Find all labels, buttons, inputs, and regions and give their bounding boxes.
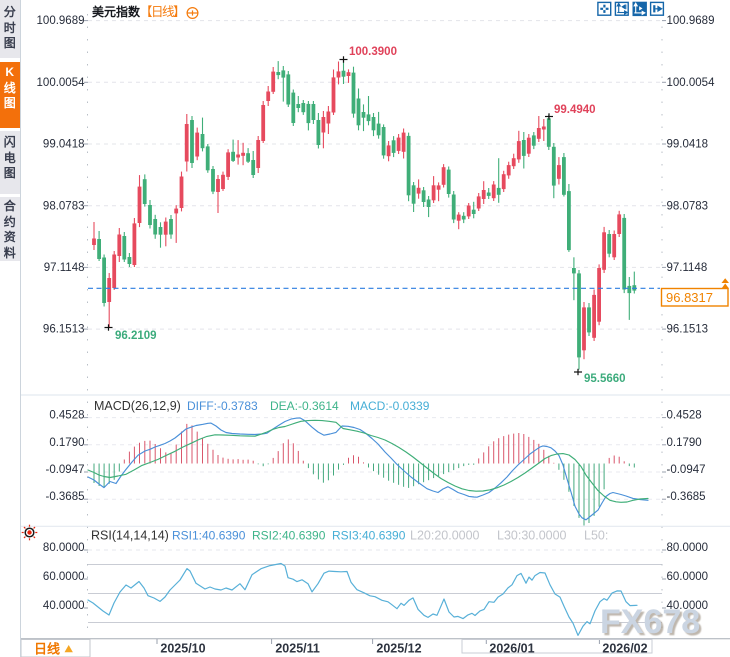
svg-text:80.0000: 80.0000 [43, 542, 85, 554]
svg-text:2026/02: 2026/02 [602, 642, 647, 656]
svg-text:-0.3685: -0.3685 [45, 491, 84, 503]
svg-text:100.9689: 100.9689 [37, 15, 85, 27]
svg-text:2026/01: 2026/01 [489, 642, 534, 656]
svg-text:美元指数: 美元指数 [92, 4, 141, 19]
svg-text:0.1790: 0.1790 [49, 437, 84, 449]
svg-text:【日线】: 【日线】 [140, 5, 184, 19]
svg-text:-0.0947: -0.0947 [667, 464, 706, 476]
svg-text:98.0783: 98.0783 [43, 200, 85, 212]
svg-text:60.0000: 60.0000 [43, 571, 85, 583]
svg-text:100.0054: 100.0054 [667, 77, 716, 89]
svg-text:95.5660: 95.5660 [584, 373, 626, 385]
svg-text:40.0000: 40.0000 [43, 600, 85, 612]
svg-text:RSI(14,14,14): RSI(14,14,14) [91, 529, 169, 543]
svg-text:80.0000: 80.0000 [667, 542, 709, 554]
svg-text:100.3900: 100.3900 [349, 46, 397, 58]
svg-text:97.1148: 97.1148 [44, 262, 85, 274]
svg-text:L20:20.0000: L20:20.0000 [410, 529, 480, 543]
svg-text:L50:: L50: [584, 529, 608, 543]
svg-text:-0.0947: -0.0947 [45, 464, 84, 476]
svg-text:RSI2:40.6390: RSI2:40.6390 [252, 529, 326, 543]
svg-text:L30:30.0000: L30:30.0000 [497, 529, 567, 543]
svg-text:0.4528: 0.4528 [667, 410, 702, 422]
svg-text:2025/10: 2025/10 [160, 642, 205, 656]
svg-text:96.2109: 96.2109 [115, 330, 157, 342]
svg-text:97.1148: 97.1148 [667, 262, 708, 274]
svg-text:FX678: FX678 [600, 603, 700, 641]
svg-text:40.0000: 40.0000 [667, 600, 709, 612]
svg-text:100.9689: 100.9689 [667, 15, 715, 27]
svg-text:MACD:-0.0339: MACD:-0.0339 [350, 399, 430, 413]
svg-text:100.0054: 100.0054 [37, 77, 86, 89]
svg-text:日线: 日线 [34, 642, 60, 657]
svg-text:DEA:-0.3614: DEA:-0.3614 [270, 399, 339, 413]
svg-text:0.4528: 0.4528 [49, 410, 84, 422]
svg-text:0.1790: 0.1790 [667, 437, 702, 449]
svg-text:98.0783: 98.0783 [667, 200, 709, 212]
svg-text:2025/11: 2025/11 [275, 642, 320, 656]
svg-text:99.0418: 99.0418 [667, 139, 709, 151]
svg-text:2025/12: 2025/12 [376, 642, 421, 656]
svg-text:96.1513: 96.1513 [43, 324, 85, 336]
svg-text:60.0000: 60.0000 [667, 571, 709, 583]
svg-text:99.4940: 99.4940 [554, 104, 596, 116]
svg-text:RSI3:40.6390: RSI3:40.6390 [332, 529, 406, 543]
svg-text:MACD(26,12,9): MACD(26,12,9) [94, 399, 181, 413]
svg-text:-0.3685: -0.3685 [667, 491, 706, 503]
svg-text:RSI1:40.6390: RSI1:40.6390 [172, 529, 246, 543]
svg-text:DIFF:-0.3783: DIFF:-0.3783 [187, 399, 258, 413]
svg-text:96.1513: 96.1513 [667, 324, 709, 336]
svg-text:96.8317: 96.8317 [666, 290, 713, 305]
svg-text:99.0418: 99.0418 [43, 139, 85, 151]
